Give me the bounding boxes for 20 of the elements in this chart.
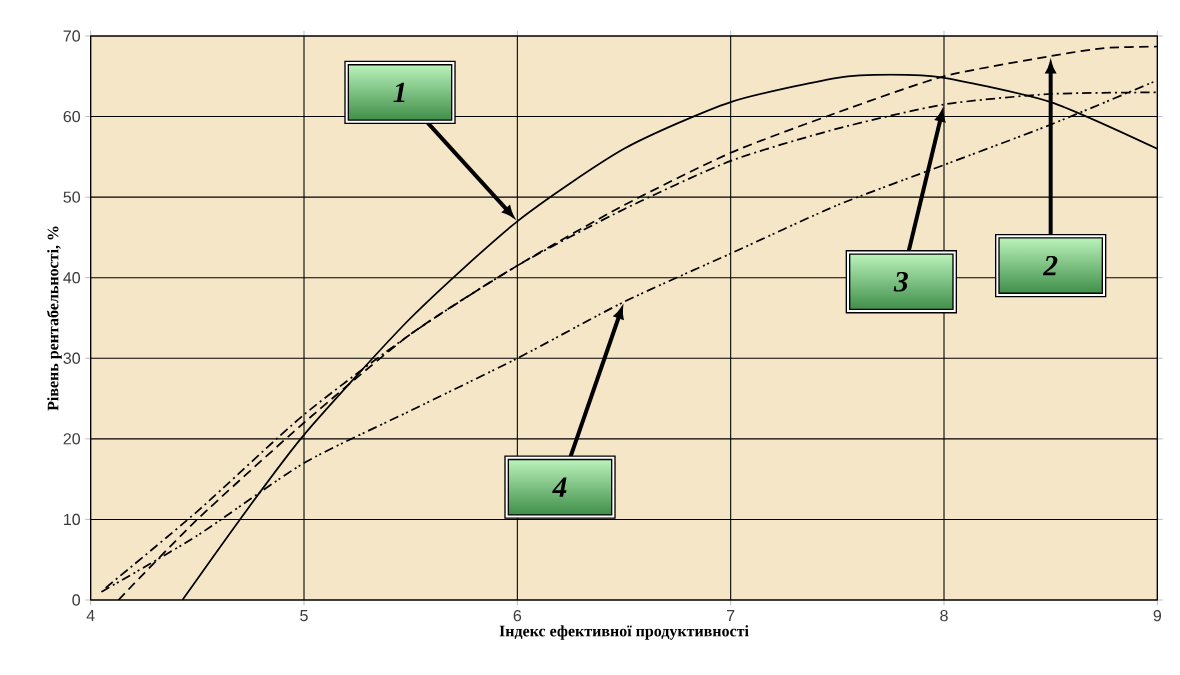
text: 3 (893, 272, 908, 292)
y-tick-label: 30 (63, 352, 81, 365)
x-tick-label: 4 (86, 610, 95, 622)
y-tick-label: 20 (63, 433, 81, 445)
text: 1 (393, 82, 405, 103)
x-tick-label: 6 (513, 610, 522, 622)
x-tick-label: 7 (727, 610, 735, 622)
y-tick-label: 70 (63, 30, 81, 42)
x-tick-label: 8 (940, 610, 948, 622)
x-tick-label: 9 (1153, 610, 1162, 622)
x-axis-title: Індекс ефективної продуктивності (499, 625, 749, 640)
y-tick-label: 50 (63, 191, 81, 203)
text: 2 (1042, 256, 1058, 276)
x-tick-label: 5 (300, 610, 308, 622)
y-tick-label: 0 (72, 594, 81, 606)
y-tick-label: 10 (64, 513, 81, 526)
y-tick-label: 40 (63, 272, 81, 284)
y-axis-title: Рівень рентабельності, % (46, 226, 62, 411)
text: 4 (552, 477, 567, 498)
y-tick-label: 60 (63, 111, 81, 123)
